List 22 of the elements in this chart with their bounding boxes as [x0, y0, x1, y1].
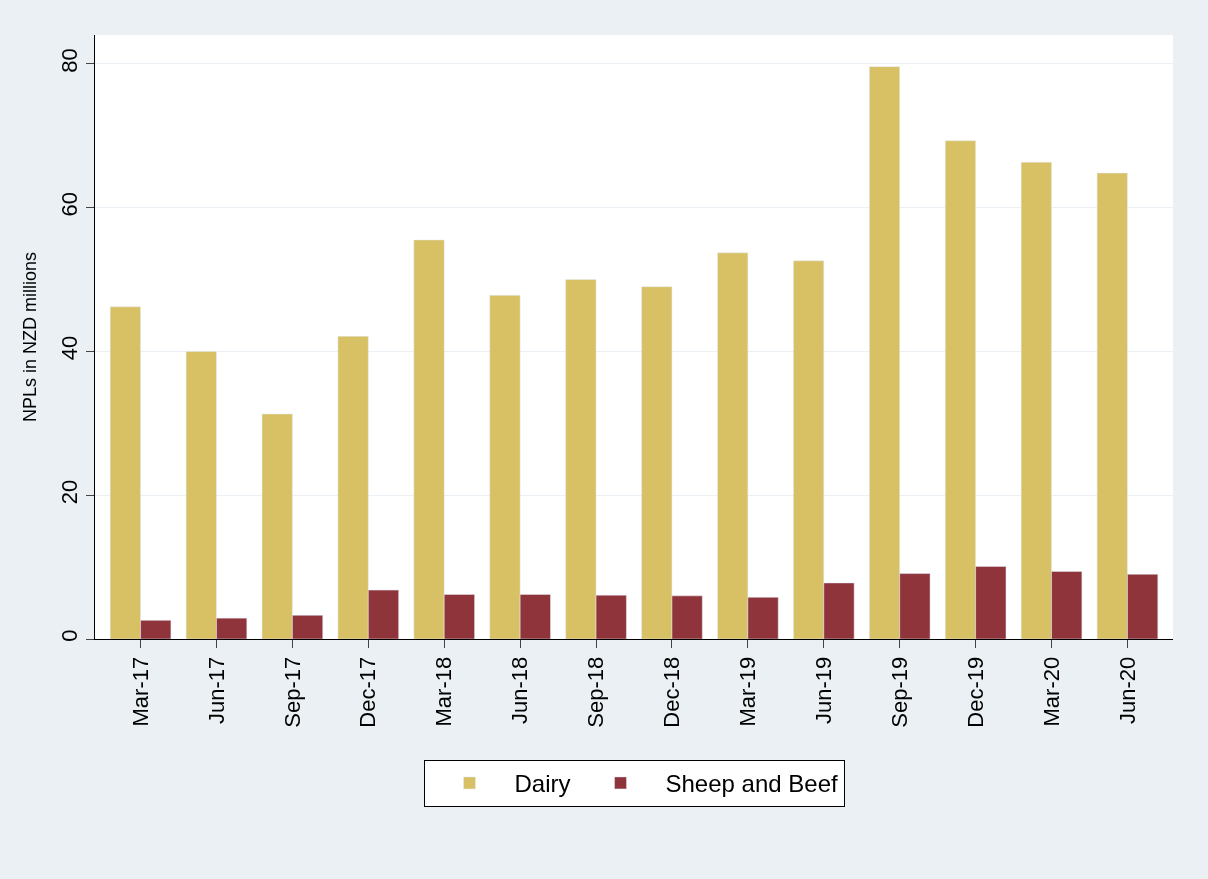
- x-tick-label: Jun-19: [810, 656, 836, 725]
- x-tick-label: Dec-17: [355, 656, 381, 728]
- x-tick-label: Mar-18: [431, 656, 457, 727]
- y-tick-label: 20: [57, 479, 83, 505]
- x-tick-label: Jun-20: [1114, 656, 1140, 725]
- x-tick-label: Mar-17: [127, 656, 153, 727]
- y-axis-title: NPLs in NZD millions: [20, 251, 41, 423]
- y-tick-label: 80: [57, 48, 83, 73]
- x-tick-label: Dec-18: [659, 656, 685, 728]
- x-tick-label: Sep-19: [886, 656, 912, 728]
- legend-label: Sheep and Beef: [665, 770, 838, 798]
- x-tick-label: Jun-18: [507, 656, 533, 725]
- y-tick-label: 40: [57, 335, 83, 361]
- y-tick-label: 0: [57, 629, 83, 642]
- legend-label: Dairy: [514, 770, 571, 798]
- x-tick-label: Sep-18: [583, 656, 609, 728]
- x-tick-label: Mar-20: [1038, 656, 1064, 727]
- x-tick-label: Sep-17: [279, 656, 305, 728]
- x-tick-label: Jun-17: [203, 656, 229, 725]
- y-tick-label: 60: [57, 192, 83, 217]
- x-tick-label: Dec-19: [962, 656, 988, 728]
- x-tick-label: Mar-19: [735, 656, 761, 727]
